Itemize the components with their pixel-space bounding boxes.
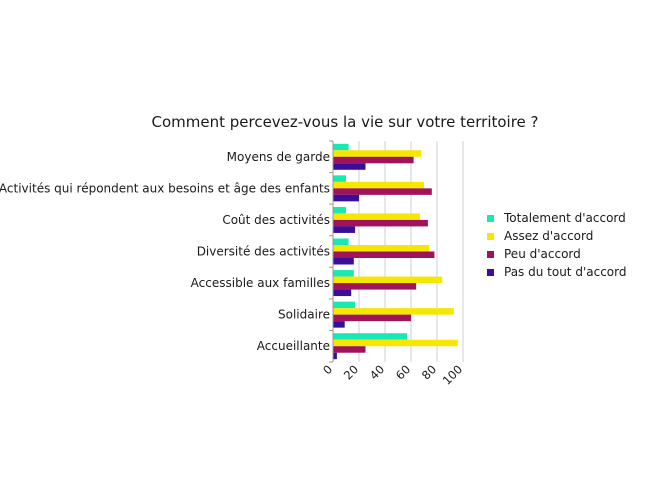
bar-3-3 (333, 258, 354, 265)
chart-title: Comment percevez-vous la vie sur votre t… (151, 113, 538, 131)
category-label: Activités qui répondent aux besoins et â… (0, 181, 330, 195)
legend-swatch (487, 251, 494, 258)
bar-6-2 (333, 346, 366, 353)
bar-2-1 (333, 213, 421, 220)
x-tick-label: 60 (393, 362, 413, 382)
category-label: Solidaire (278, 308, 330, 322)
x-tick-label: 20 (341, 362, 361, 382)
category-label: Accueillante (257, 339, 330, 353)
bar-5-0 (333, 301, 356, 309)
legend-label: Assez d'accord (504, 229, 593, 243)
bar-2-3 (333, 226, 356, 233)
bar-0-1 (333, 150, 422, 157)
x-tick-label: 0 (320, 362, 335, 377)
legend-label: Totalement d'accord (503, 211, 626, 225)
legend-swatch (487, 233, 494, 240)
bar-2-2 (333, 219, 428, 227)
x-tick-label: 40 (367, 362, 387, 382)
bar-3-0 (333, 238, 349, 245)
bar-0-0 (333, 143, 349, 151)
bar-1-3 (333, 194, 359, 202)
bar-3-1 (333, 245, 430, 252)
x-tick-label: 80 (419, 362, 439, 382)
bar-6-1 (333, 339, 458, 347)
bar-0-3 (333, 163, 366, 170)
legend-swatch (487, 269, 494, 276)
x-tick-label: 100 (440, 362, 465, 387)
axes (329, 140, 334, 363)
bar-6-3 (333, 352, 337, 360)
legend-swatch (487, 215, 494, 222)
bar-5-2 (333, 314, 411, 322)
bar-5-3 (333, 321, 345, 328)
bar-6-0 (333, 333, 408, 340)
bar-3-2 (333, 251, 435, 258)
bar-4-0 (333, 270, 354, 277)
bar-2-0 (333, 206, 346, 214)
bar-5-1 (333, 308, 454, 315)
category-label: Moyens de garde (227, 150, 330, 164)
category-label: Coût des activités (222, 213, 330, 227)
bars-group (333, 143, 458, 360)
bar-1-0 (333, 175, 346, 182)
bar-0-2 (333, 156, 414, 164)
legend: Totalement d'accord Assez d'accord Peu d'a… (487, 211, 626, 279)
bar-4-2 (333, 283, 417, 290)
category-labels: Moyens de garde Activités qui répondent a… (0, 150, 330, 353)
legend-label: Peu d'accord (504, 247, 581, 261)
bar-1-1 (333, 181, 424, 189)
category-label: Accessible aux familles (191, 276, 330, 290)
bar-4-3 (333, 289, 352, 297)
bar-1-2 (333, 188, 432, 195)
bar-4-1 (333, 276, 443, 284)
legend-label: Pas du tout d'accord (504, 265, 626, 279)
category-label: Diversité des activités (197, 245, 330, 259)
tick-labels: 0 20 40 60 80 100 (320, 362, 465, 387)
